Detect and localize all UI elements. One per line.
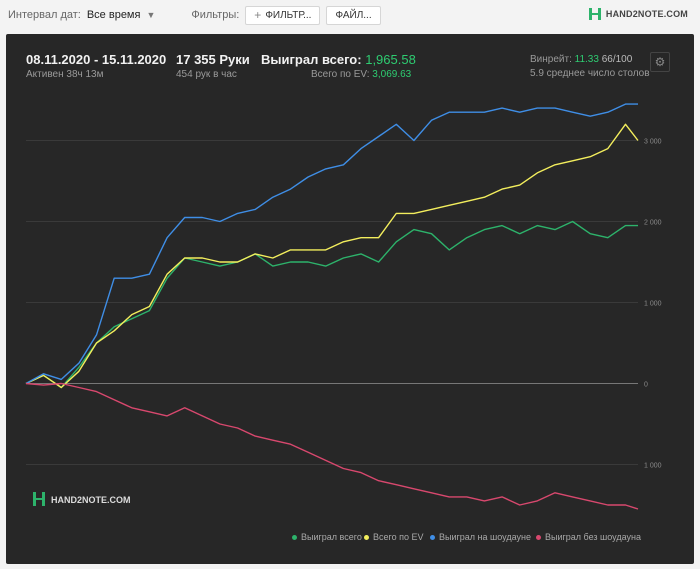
ev-value: 3,069.63 — [372, 69, 412, 80]
winrate: Винрейт: 11.33 66/100 — [530, 54, 632, 65]
file-button[interactable]: ФАЙЛ... — [326, 5, 381, 25]
y-tick-label: 1 000 — [644, 462, 662, 469]
logo-icon — [588, 8, 601, 20]
brand-name: HAND2NOTE.COM — [605, 9, 688, 19]
winrate-label: Винрейт: — [530, 54, 572, 65]
legend-label-showdown: Выиграл на шоудауне — [439, 532, 531, 542]
chart-watermark: HAND2NOTE.COM — [33, 492, 131, 506]
gear-icon: ⚙ — [654, 55, 666, 69]
ev-total: Всего по EV: 3,069.63 — [311, 69, 411, 80]
winrate-rest: 66/100 — [601, 54, 633, 65]
won-label: Выиграл всего: — [261, 52, 362, 67]
won-value: 1,965.58 — [365, 52, 416, 67]
file-button-label: ФАЙЛ... — [335, 9, 372, 21]
date-range: 08.11.2020 - 15.11.2020 — [26, 52, 167, 67]
settings-button[interactable]: ⚙ — [650, 52, 670, 72]
series-won-line — [25, 220, 638, 389]
series-layer — [25, 103, 639, 510]
plus-icon: + — [254, 8, 262, 22]
winrate-value: 11.33 — [574, 54, 599, 65]
active-time: Активен 38ч 13м — [26, 69, 104, 80]
legend-label-won: Выиграл всего — [301, 532, 362, 542]
hands-per-hour: 454 рук в час — [176, 69, 237, 80]
filters-label: Фильтры: — [191, 9, 240, 21]
legend-dot-showdown — [430, 534, 435, 540]
toolbar: Интервал дат: Все время ▼ Фильтры: + ФИЛ… — [0, 0, 700, 30]
filter-button-label: ФИЛЬТР... — [265, 9, 312, 21]
y-tick-label: 1 000 — [644, 301, 662, 308]
legend-showdown[interactable]: Выиграл на шоудауне — [430, 532, 531, 542]
legend-dot-nonshowdown — [536, 534, 541, 540]
y-tick-label: 3 000 — [644, 139, 662, 146]
series-nonshowdown-line — [25, 382, 639, 510]
legend-ev[interactable]: Всего по EV — [364, 532, 423, 542]
chevron-down-icon: ▼ — [146, 10, 156, 20]
won-total: Выиграл всего: 1,965.58 — [261, 52, 416, 67]
tables-average: 5.9 среднее число столов — [530, 68, 650, 79]
hands-count: 17 355 Руки — [176, 52, 250, 67]
grid-layer — [26, 140, 638, 465]
ev-label: Всего по EV: — [311, 69, 370, 80]
legend-label-ev: Всего по EV — [373, 532, 424, 542]
filter-button[interactable]: + ФИЛЬТР... — [245, 5, 321, 25]
interval-value: Все время — [86, 9, 141, 21]
legend-dot-won — [292, 534, 297, 540]
series-showdown-line — [25, 103, 638, 385]
y-tick-label: 2 000 — [644, 220, 662, 227]
watermark-text: HAND2NOTE.COM — [51, 495, 131, 505]
legend-won[interactable]: Выиграл всего — [292, 532, 362, 542]
series-ev-line — [25, 123, 639, 389]
y-tick-label: 0 — [644, 381, 648, 388]
interval-label: Интервал дат: — [8, 9, 81, 21]
legend-dot-ev — [364, 534, 369, 540]
legend-nonshowdown[interactable]: Выиграл без шоудауна — [536, 532, 641, 542]
graph-panel: 08.11.2020 - 15.11.2020 Активен 38ч 13м … — [6, 34, 694, 564]
legend-label-nonshowdown: Выиграл без шоудауна — [545, 532, 641, 542]
interval-dropdown[interactable]: Все время ▼ — [87, 9, 156, 21]
brand-logo: HAND2NOTE.COM — [588, 7, 688, 21]
